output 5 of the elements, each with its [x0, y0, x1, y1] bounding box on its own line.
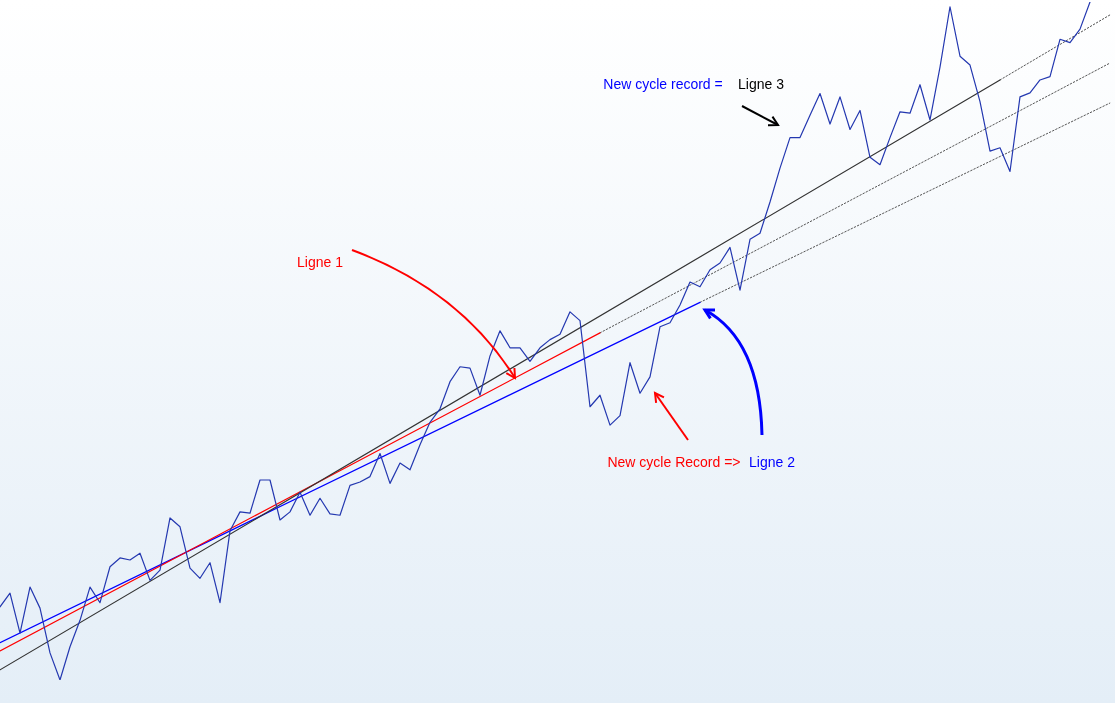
annotation: Ligne 2 [749, 454, 795, 470]
annotation: Ligne 3 [738, 76, 784, 92]
annotation: Ligne 1 [297, 254, 343, 270]
annotation: New cycle Record => [607, 454, 741, 470]
annotation: New cycle record = [603, 76, 723, 92]
